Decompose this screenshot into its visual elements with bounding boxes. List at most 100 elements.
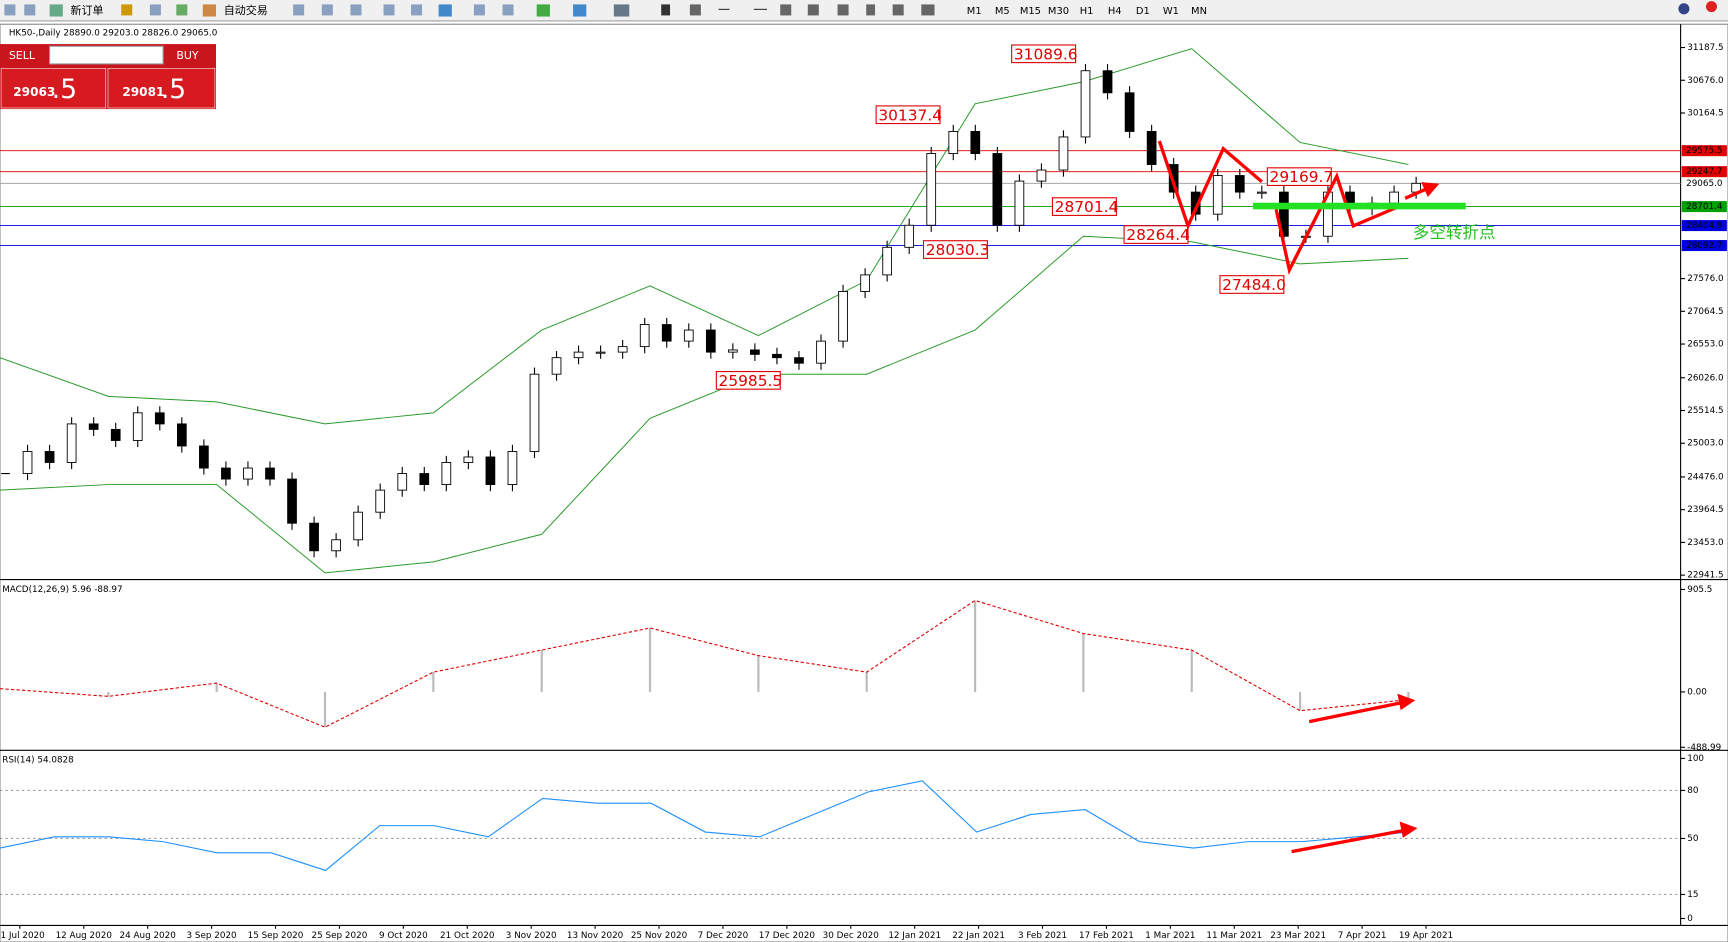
annotation-box: [875, 105, 941, 125]
x-tick-label: 17 Feb 2021: [1079, 931, 1134, 941]
x-tick-label: 3 Sep 2020: [187, 931, 238, 941]
y-tick-label: 26026.0: [1687, 373, 1724, 383]
candle: [375, 489, 386, 513]
candle: [463, 456, 474, 463]
candle: [353, 511, 364, 541]
x-tick-label: 12 Jan 2021: [888, 931, 941, 941]
candle: [243, 467, 253, 480]
price-label-box: [1681, 177, 1727, 189]
timeframe-button[interactable]: M15: [1020, 6, 1041, 17]
candle: [441, 462, 452, 486]
candle: [287, 478, 297, 524]
timeframe-button[interactable]: H1: [1080, 6, 1094, 17]
y-tick-label: 30164.5: [1687, 108, 1723, 118]
candle: [1256, 191, 1267, 194]
lot-size[interactable]: 1.00: [137, 49, 162, 62]
timeframe-button[interactable]: D1: [1136, 6, 1150, 17]
pivot-zone: [1253, 202, 1466, 210]
x-tick-label: 19 Apr 2021: [1399, 931, 1453, 941]
x-tick-label: 9 Oct 2020: [379, 931, 428, 941]
annotation: 29169.7: [1270, 168, 1334, 186]
annotation-box: [715, 371, 781, 390]
timeframe-button[interactable]: H4: [1108, 6, 1122, 17]
pattern-arrows: [1157, 140, 1440, 854]
annotation: 31089.6: [1014, 45, 1078, 63]
sell-price[interactable]: 29063: [13, 85, 55, 99]
x-tick-label: 1 Mar 2021: [1145, 931, 1195, 941]
y-tick-label: 50: [1687, 834, 1699, 844]
sell-pips[interactable]: .5: [52, 74, 77, 105]
candle: [948, 131, 959, 154]
candle: [265, 467, 275, 480]
y-tick-label: 0.00: [1687, 687, 1707, 697]
price-label-box: [1681, 240, 1727, 252]
timeframe-button[interactable]: M1: [967, 6, 982, 17]
y-tick-label: 30676.0: [1687, 76, 1724, 86]
candle: [573, 351, 584, 359]
new-order-button[interactable]: 新订单: [71, 3, 104, 17]
candle: [1036, 169, 1047, 182]
candle: [1058, 136, 1069, 171]
x-tick-label: 25 Nov 2020: [631, 931, 688, 941]
buy-price[interactable]: 29081: [122, 85, 164, 99]
annotation: 28030.3: [926, 241, 990, 259]
price-label: 28092.7: [1686, 241, 1722, 251]
bollinger-band: [0, 48, 1409, 425]
y-tick-label: 80: [1687, 786, 1699, 796]
y-tick-label: 31187.5: [1687, 43, 1723, 53]
candle: [1279, 191, 1289, 237]
candle: [529, 373, 540, 452]
pivot-note: 多空转折点: [1413, 223, 1496, 242]
annotation: 27484.0: [1222, 276, 1286, 294]
annotation-box: [1123, 225, 1189, 244]
y-tick-label: 15: [1687, 890, 1698, 900]
macd-signal: [0, 599, 1409, 728]
candle: [66, 423, 77, 463]
x-tick-label: 13 Nov 2020: [567, 931, 624, 941]
x-tick-label: 11 Mar 2021: [1206, 931, 1262, 941]
trade-panel: SELL 1.00 BUY 29063 .5 29081 .5: [0, 44, 216, 110]
candle: [992, 153, 1003, 226]
buy-button[interactable]: BUY: [176, 49, 199, 62]
annotation: 25985.5: [719, 372, 783, 390]
x-tick-label: 15 Sep 2020: [248, 931, 304, 941]
candle: [860, 274, 870, 292]
x-tick-label: 22 Jan 2021: [952, 931, 1005, 941]
timeframe-button[interactable]: M30: [1048, 6, 1069, 17]
x-tick-label: 31 Jul 2020: [0, 931, 45, 941]
candle: [1389, 191, 1399, 204]
candle: [199, 445, 209, 469]
toolbar-icons: [4, 1, 1717, 17]
candle: [154, 412, 165, 425]
candle: [882, 246, 892, 276]
timeframe-bar: M1 M5 M15 M30 H1 H4 D1 W1 MN: [967, 6, 1207, 17]
annotation-box: [1266, 167, 1332, 187]
y-tick-label: 905.5: [1687, 585, 1712, 595]
annotation-box: [1219, 275, 1285, 294]
x-tick-label: 17 Dec 2020: [759, 931, 816, 941]
candle: [1080, 70, 1091, 138]
y-tick-label: 27064.5: [1687, 307, 1723, 317]
candle: [772, 353, 782, 359]
candle: [750, 349, 760, 355]
candle: [507, 451, 518, 486]
annotation-box: [1051, 197, 1117, 216]
timeframe-button[interactable]: W1: [1163, 6, 1179, 17]
auto-trading-button[interactable]: 自动交易: [224, 3, 268, 17]
sell-button[interactable]: SELL: [9, 49, 36, 62]
price-label: 28404.9: [1686, 221, 1722, 231]
candle: [794, 357, 804, 364]
timeframe-button[interactable]: M5: [995, 6, 1010, 17]
y-tick-label: 0: [1687, 914, 1693, 924]
candle: [816, 340, 826, 364]
timeframe-button[interactable]: MN: [1191, 6, 1207, 17]
price-label: 29065.0: [1686, 179, 1723, 189]
price-label-box: [1681, 201, 1727, 213]
x-tick-label: 24 Aug 2020: [119, 931, 176, 941]
rsi-label: RSI(14) 54.0828: [2, 756, 74, 766]
candle: [110, 428, 121, 441]
buy-pips[interactable]: .5: [161, 74, 186, 105]
x-tick-label: 7 Dec 2020: [698, 931, 749, 941]
